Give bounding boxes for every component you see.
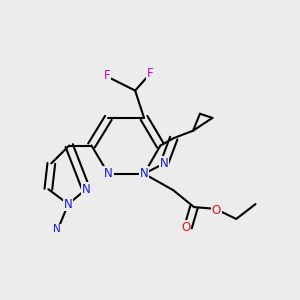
Text: N: N: [104, 167, 113, 180]
Text: N: N: [53, 224, 61, 234]
Text: N: N: [140, 167, 148, 180]
Text: N: N: [82, 183, 91, 196]
Text: O: O: [212, 204, 221, 217]
Text: F: F: [147, 67, 154, 80]
Text: N: N: [64, 198, 73, 211]
Text: O: O: [181, 221, 190, 234]
Text: N: N: [160, 157, 169, 170]
Text: F: F: [103, 69, 110, 82]
